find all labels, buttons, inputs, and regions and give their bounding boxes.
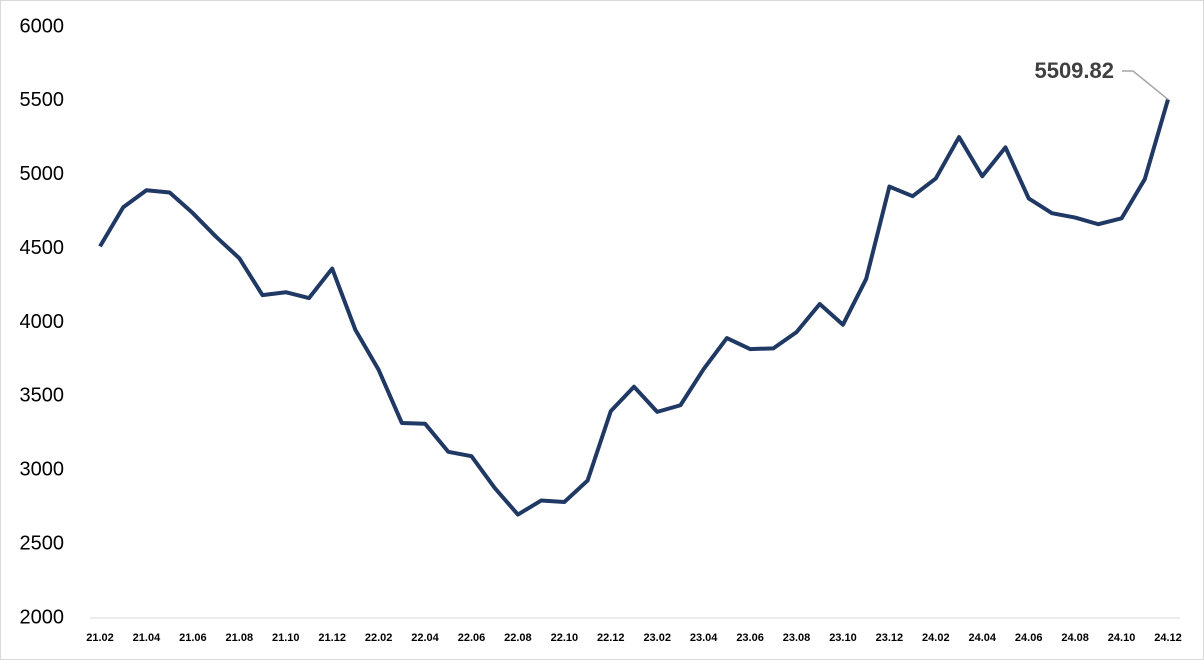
data-label: 5509.82: [1034, 58, 1114, 83]
x-tick-label: 22.10: [551, 632, 579, 644]
x-tick-label: 23.06: [736, 632, 764, 644]
x-tick-label: 21.12: [318, 632, 346, 644]
y-tick-label: 4500: [20, 237, 65, 259]
x-tick-label: 24.04: [968, 632, 996, 644]
x-tick-label: 21.10: [272, 632, 300, 644]
x-tick-label: 22.12: [597, 632, 625, 644]
y-tick-label: 3000: [20, 459, 65, 481]
x-tick-label: 22.04: [411, 632, 439, 644]
x-tick-label: 23.04: [690, 632, 718, 644]
x-tick-label: 21.08: [226, 632, 254, 644]
x-tick-label: 21.04: [133, 632, 161, 644]
x-tick-label: 21.02: [86, 632, 114, 644]
x-tick-label: 23.08: [783, 632, 811, 644]
x-tick-label: 22.02: [365, 632, 393, 644]
y-tick-label: 3500: [20, 385, 65, 407]
data-line: [98, 98, 1170, 517]
x-tick-label: 23.12: [876, 632, 904, 644]
x-tick-label: 22.06: [458, 632, 486, 644]
x-tick-label: 24.08: [1061, 632, 1089, 644]
x-tick-label: 24.10: [1108, 632, 1136, 644]
y-tick-label: 5000: [20, 163, 65, 185]
x-tick-label: 23.10: [829, 632, 857, 644]
y-tick-label: 2000: [20, 606, 65, 628]
x-tick-label: 22.08: [504, 632, 532, 644]
y-tick-label: 2500: [20, 532, 65, 554]
y-tick-label: 5500: [20, 89, 65, 111]
y-tick-label: 4000: [20, 311, 65, 333]
x-tick-label: 21.06: [179, 632, 207, 644]
x-tick-label: 24.02: [922, 632, 950, 644]
y-tick-label: 6000: [20, 15, 65, 37]
label-leader: [1122, 70, 1169, 101]
x-tick-label: 24.12: [1154, 632, 1182, 644]
x-tick-label: 24.06: [1015, 632, 1043, 644]
x-tick-label: 23.02: [643, 632, 671, 644]
